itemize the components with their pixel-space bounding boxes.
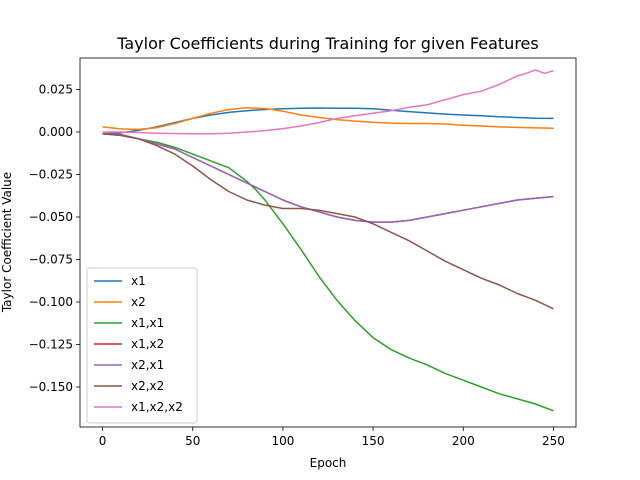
y-tick-label: −0.075 — [29, 253, 73, 267]
y-tick-label: −0.100 — [29, 295, 73, 309]
y-tick-label: −0.125 — [29, 338, 73, 352]
x-tick-label: 100 — [271, 434, 294, 448]
series-line-x1-x1 — [102, 132, 554, 412]
series-line-x2-x1 — [102, 132, 554, 223]
legend-label: x2 — [131, 295, 146, 309]
x-tick-label: 50 — [185, 434, 200, 448]
legend-box — [86, 267, 198, 424]
series-line-x2 — [102, 107, 554, 131]
chart-title: Taylor Coefficients during Training for … — [116, 34, 538, 53]
y-tick-label: −0.150 — [29, 380, 73, 394]
plot-area — [102, 69, 554, 412]
legend-label: x1 — [131, 274, 146, 288]
y-tick-label: −0.050 — [29, 210, 73, 224]
y-tick-label: 0.025 — [39, 82, 73, 96]
x-tick-label: 150 — [362, 434, 385, 448]
x-tick-label: 200 — [452, 434, 475, 448]
y-tick-label: −0.025 — [29, 167, 73, 181]
series-line-x2-x2 — [102, 132, 554, 310]
x-axis-label: Epoch — [310, 456, 347, 470]
x-axis: 0 50 100 150 200 250 — [99, 427, 565, 448]
x-tick-label: 0 — [99, 434, 107, 448]
y-axis: 0.025 0.000 −0.025 −0.050 −0.075 −0.100 −0.125… — [29, 82, 80, 394]
legend-label: x1,x1 — [131, 316, 164, 330]
legend-label: x1,x2 — [131, 337, 164, 351]
legend-label: x1,x2,x2 — [131, 400, 183, 414]
legend-label: x2,x1 — [131, 358, 164, 372]
y-tick-label: 0.000 — [39, 125, 73, 139]
series-line-x1-x2-x2 — [102, 69, 554, 135]
y-axis-label: Taylor Coefficient Value — [0, 172, 14, 313]
x-tick-label: 250 — [542, 434, 565, 448]
legend: x1 x2 x1,x1 x1,x2 x2,x1 x2,x2 x1,x2,x2 — [86, 267, 198, 424]
plot-frame — [79, 57, 577, 428]
legend-label: x2,x2 — [131, 379, 164, 393]
